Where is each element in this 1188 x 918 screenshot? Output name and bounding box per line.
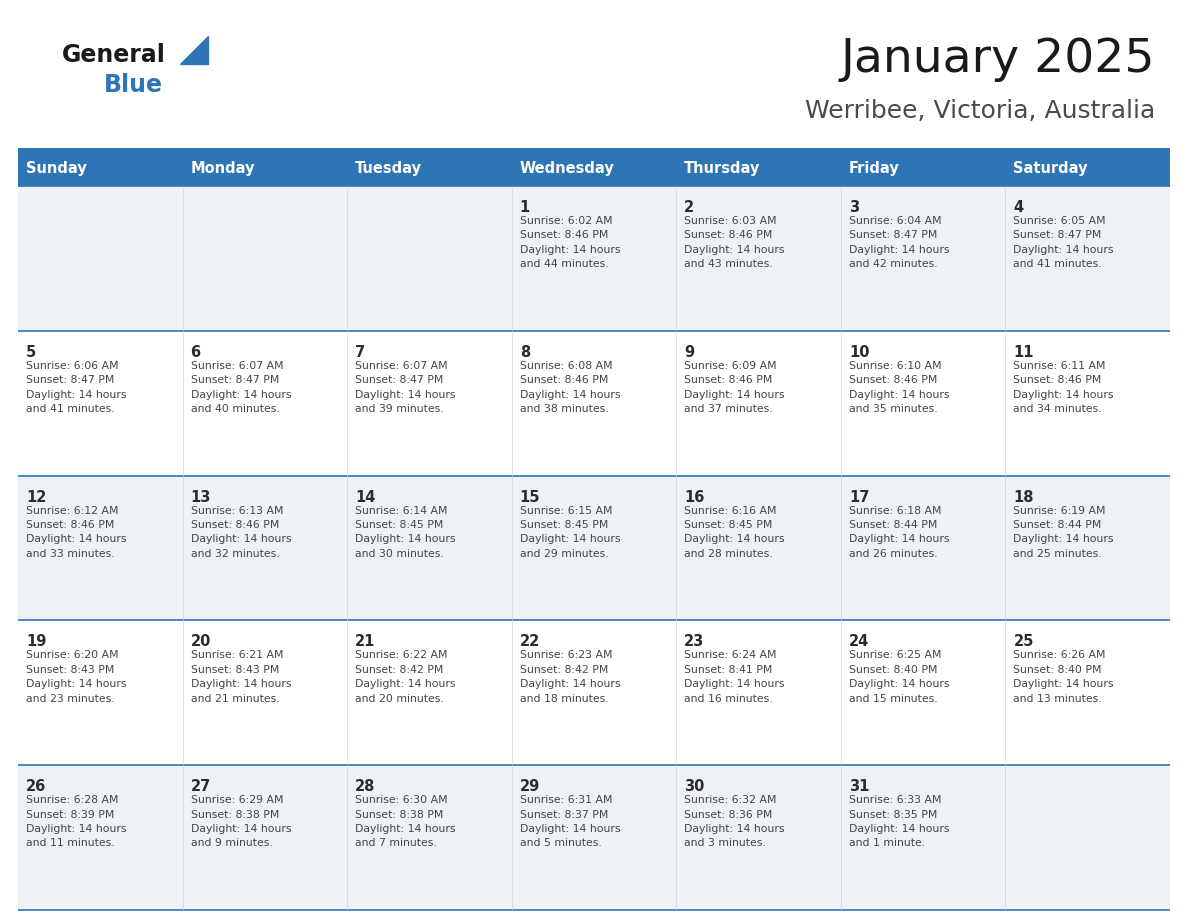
Text: Sunrise: 6:20 AM
Sunset: 8:43 PM
Daylight: 14 hours
and 23 minutes.: Sunrise: 6:20 AM Sunset: 8:43 PM Dayligh… xyxy=(26,650,126,703)
Text: 26: 26 xyxy=(26,779,46,794)
Text: 29: 29 xyxy=(519,779,541,794)
Text: Sunrise: 6:23 AM
Sunset: 8:42 PM
Daylight: 14 hours
and 18 minutes.: Sunrise: 6:23 AM Sunset: 8:42 PM Dayligh… xyxy=(519,650,620,703)
Text: Sunrise: 6:18 AM
Sunset: 8:44 PM
Daylight: 14 hours
and 26 minutes.: Sunrise: 6:18 AM Sunset: 8:44 PM Dayligh… xyxy=(849,506,949,559)
Text: Friday: Friday xyxy=(849,161,899,175)
Text: Sunrise: 6:26 AM
Sunset: 8:40 PM
Daylight: 14 hours
and 13 minutes.: Sunrise: 6:26 AM Sunset: 8:40 PM Dayligh… xyxy=(1013,650,1114,703)
Text: Sunrise: 6:22 AM
Sunset: 8:42 PM
Daylight: 14 hours
and 20 minutes.: Sunrise: 6:22 AM Sunset: 8:42 PM Dayligh… xyxy=(355,650,456,703)
Text: 28: 28 xyxy=(355,779,375,794)
Text: 18: 18 xyxy=(1013,489,1034,505)
Text: Wednesday: Wednesday xyxy=(519,161,614,175)
Text: 6: 6 xyxy=(190,345,201,360)
Bar xyxy=(18,186,1170,330)
Text: Sunday: Sunday xyxy=(26,161,87,175)
Text: Sunrise: 6:04 AM
Sunset: 8:47 PM
Daylight: 14 hours
and 42 minutes.: Sunrise: 6:04 AM Sunset: 8:47 PM Dayligh… xyxy=(849,216,949,269)
Text: Tuesday: Tuesday xyxy=(355,161,422,175)
Text: Sunrise: 6:11 AM
Sunset: 8:46 PM
Daylight: 14 hours
and 34 minutes.: Sunrise: 6:11 AM Sunset: 8:46 PM Dayligh… xyxy=(1013,361,1114,414)
Text: Sunrise: 6:02 AM
Sunset: 8:46 PM
Daylight: 14 hours
and 44 minutes.: Sunrise: 6:02 AM Sunset: 8:46 PM Dayligh… xyxy=(519,216,620,269)
Text: 13: 13 xyxy=(190,489,211,505)
Text: 21: 21 xyxy=(355,634,375,649)
Text: 22: 22 xyxy=(519,634,541,649)
Text: January 2025: January 2025 xyxy=(840,37,1155,82)
Text: 3: 3 xyxy=(849,200,859,215)
Text: Sunrise: 6:05 AM
Sunset: 8:47 PM
Daylight: 14 hours
and 41 minutes.: Sunrise: 6:05 AM Sunset: 8:47 PM Dayligh… xyxy=(1013,216,1114,269)
Text: Thursday: Thursday xyxy=(684,161,760,175)
Text: 7: 7 xyxy=(355,345,365,360)
Bar xyxy=(18,476,1170,621)
Text: Sunrise: 6:28 AM
Sunset: 8:39 PM
Daylight: 14 hours
and 11 minutes.: Sunrise: 6:28 AM Sunset: 8:39 PM Dayligh… xyxy=(26,795,126,848)
Text: Sunrise: 6:29 AM
Sunset: 8:38 PM
Daylight: 14 hours
and 9 minutes.: Sunrise: 6:29 AM Sunset: 8:38 PM Dayligh… xyxy=(190,795,291,848)
Text: 2: 2 xyxy=(684,200,695,215)
Text: Monday: Monday xyxy=(190,161,255,175)
Text: Blue: Blue xyxy=(105,73,163,97)
Polygon shape xyxy=(181,36,208,64)
Text: 16: 16 xyxy=(684,489,704,505)
Text: Sunrise: 6:21 AM
Sunset: 8:43 PM
Daylight: 14 hours
and 21 minutes.: Sunrise: 6:21 AM Sunset: 8:43 PM Dayligh… xyxy=(190,650,291,703)
Text: Sunrise: 6:08 AM
Sunset: 8:46 PM
Daylight: 14 hours
and 38 minutes.: Sunrise: 6:08 AM Sunset: 8:46 PM Dayligh… xyxy=(519,361,620,414)
Text: Sunrise: 6:15 AM
Sunset: 8:45 PM
Daylight: 14 hours
and 29 minutes.: Sunrise: 6:15 AM Sunset: 8:45 PM Dayligh… xyxy=(519,506,620,559)
Bar xyxy=(18,766,1170,910)
Text: 12: 12 xyxy=(26,489,46,505)
Text: Saturday: Saturday xyxy=(1013,161,1088,175)
Text: Sunrise: 6:14 AM
Sunset: 8:45 PM
Daylight: 14 hours
and 30 minutes.: Sunrise: 6:14 AM Sunset: 8:45 PM Dayligh… xyxy=(355,506,456,559)
Text: 17: 17 xyxy=(849,489,870,505)
Text: Sunrise: 6:32 AM
Sunset: 8:36 PM
Daylight: 14 hours
and 3 minutes.: Sunrise: 6:32 AM Sunset: 8:36 PM Dayligh… xyxy=(684,795,785,848)
Text: 25: 25 xyxy=(1013,634,1034,649)
Text: Werribee, Victoria, Australia: Werribee, Victoria, Australia xyxy=(804,99,1155,123)
Text: Sunrise: 6:07 AM
Sunset: 8:47 PM
Daylight: 14 hours
and 39 minutes.: Sunrise: 6:07 AM Sunset: 8:47 PM Dayligh… xyxy=(355,361,456,414)
Bar xyxy=(18,621,1170,766)
Text: 10: 10 xyxy=(849,345,870,360)
Text: 11: 11 xyxy=(1013,345,1034,360)
Text: Sunrise: 6:13 AM
Sunset: 8:46 PM
Daylight: 14 hours
and 32 minutes.: Sunrise: 6:13 AM Sunset: 8:46 PM Dayligh… xyxy=(190,506,291,559)
Text: 14: 14 xyxy=(355,489,375,505)
Text: Sunrise: 6:19 AM
Sunset: 8:44 PM
Daylight: 14 hours
and 25 minutes.: Sunrise: 6:19 AM Sunset: 8:44 PM Dayligh… xyxy=(1013,506,1114,559)
Text: Sunrise: 6:31 AM
Sunset: 8:37 PM
Daylight: 14 hours
and 5 minutes.: Sunrise: 6:31 AM Sunset: 8:37 PM Dayligh… xyxy=(519,795,620,848)
Text: 15: 15 xyxy=(519,489,541,505)
Text: 1: 1 xyxy=(519,200,530,215)
Text: 19: 19 xyxy=(26,634,46,649)
Text: 24: 24 xyxy=(849,634,870,649)
Text: 27: 27 xyxy=(190,779,210,794)
Bar xyxy=(18,330,1170,476)
Text: 23: 23 xyxy=(684,634,704,649)
Text: 9: 9 xyxy=(684,345,695,360)
Text: 5: 5 xyxy=(26,345,37,360)
Bar xyxy=(18,148,1170,186)
Text: Sunrise: 6:10 AM
Sunset: 8:46 PM
Daylight: 14 hours
and 35 minutes.: Sunrise: 6:10 AM Sunset: 8:46 PM Dayligh… xyxy=(849,361,949,414)
Text: Sunrise: 6:12 AM
Sunset: 8:46 PM
Daylight: 14 hours
and 33 minutes.: Sunrise: 6:12 AM Sunset: 8:46 PM Dayligh… xyxy=(26,506,126,559)
Text: 8: 8 xyxy=(519,345,530,360)
Text: 20: 20 xyxy=(190,634,211,649)
Text: Sunrise: 6:30 AM
Sunset: 8:38 PM
Daylight: 14 hours
and 7 minutes.: Sunrise: 6:30 AM Sunset: 8:38 PM Dayligh… xyxy=(355,795,456,848)
Text: 31: 31 xyxy=(849,779,870,794)
Text: Sunrise: 6:06 AM
Sunset: 8:47 PM
Daylight: 14 hours
and 41 minutes.: Sunrise: 6:06 AM Sunset: 8:47 PM Dayligh… xyxy=(26,361,126,414)
Text: Sunrise: 6:24 AM
Sunset: 8:41 PM
Daylight: 14 hours
and 16 minutes.: Sunrise: 6:24 AM Sunset: 8:41 PM Dayligh… xyxy=(684,650,785,703)
Text: Sunrise: 6:03 AM
Sunset: 8:46 PM
Daylight: 14 hours
and 43 minutes.: Sunrise: 6:03 AM Sunset: 8:46 PM Dayligh… xyxy=(684,216,785,269)
Text: Sunrise: 6:33 AM
Sunset: 8:35 PM
Daylight: 14 hours
and 1 minute.: Sunrise: 6:33 AM Sunset: 8:35 PM Dayligh… xyxy=(849,795,949,848)
Text: Sunrise: 6:25 AM
Sunset: 8:40 PM
Daylight: 14 hours
and 15 minutes.: Sunrise: 6:25 AM Sunset: 8:40 PM Dayligh… xyxy=(849,650,949,703)
Text: General: General xyxy=(62,43,166,67)
Text: Sunrise: 6:07 AM
Sunset: 8:47 PM
Daylight: 14 hours
and 40 minutes.: Sunrise: 6:07 AM Sunset: 8:47 PM Dayligh… xyxy=(190,361,291,414)
Text: Sunrise: 6:16 AM
Sunset: 8:45 PM
Daylight: 14 hours
and 28 minutes.: Sunrise: 6:16 AM Sunset: 8:45 PM Dayligh… xyxy=(684,506,785,559)
Text: 30: 30 xyxy=(684,779,704,794)
Text: 4: 4 xyxy=(1013,200,1024,215)
Text: Sunrise: 6:09 AM
Sunset: 8:46 PM
Daylight: 14 hours
and 37 minutes.: Sunrise: 6:09 AM Sunset: 8:46 PM Dayligh… xyxy=(684,361,785,414)
